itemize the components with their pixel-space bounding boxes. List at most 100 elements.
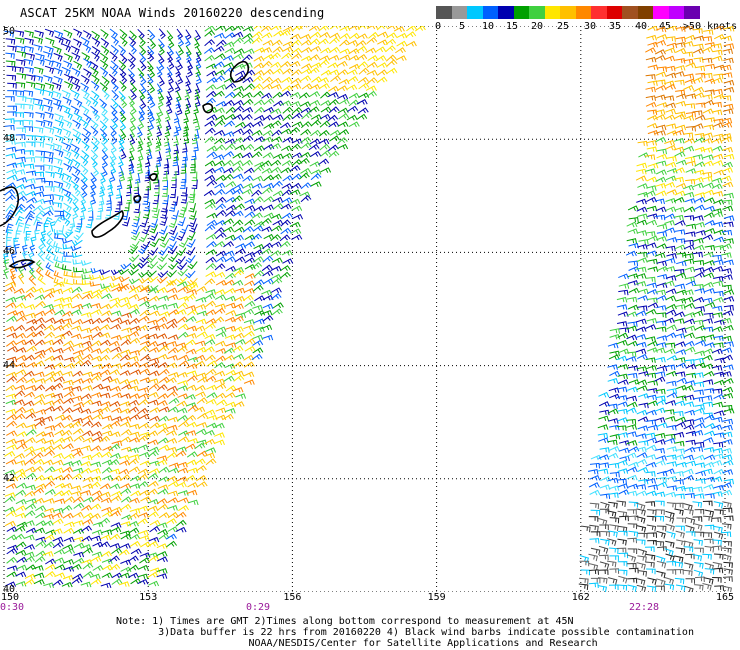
wind-barb xyxy=(130,231,141,241)
wind-barb xyxy=(187,261,198,270)
wind-barb xyxy=(156,316,168,323)
wind-barb xyxy=(215,303,226,309)
wind-barb xyxy=(177,393,189,399)
wind-barb xyxy=(157,353,169,360)
wind-barb xyxy=(664,257,676,264)
wind-barb xyxy=(617,311,629,317)
wind-barb xyxy=(723,259,734,266)
wind-barb xyxy=(711,424,723,430)
wind-barb xyxy=(6,236,12,247)
wind-barb xyxy=(100,105,108,116)
wind-barb xyxy=(99,435,111,443)
wind-barb xyxy=(676,252,687,259)
wind-barb xyxy=(90,535,102,542)
wind-barb xyxy=(25,210,36,219)
wind-barb xyxy=(148,295,160,302)
wind-barb xyxy=(149,97,156,109)
wind-barb xyxy=(215,39,227,47)
wind-barb xyxy=(91,51,100,62)
wind-barb xyxy=(171,210,179,220)
wind-barb xyxy=(675,485,686,492)
wind-barb xyxy=(291,26,303,32)
wind-barb xyxy=(646,289,658,295)
wind-barb xyxy=(619,455,630,462)
wind-barb xyxy=(666,26,678,31)
wind-barb xyxy=(637,416,649,422)
wind-barb xyxy=(635,280,647,287)
wind-barb xyxy=(25,157,36,163)
wind-barb xyxy=(147,505,159,512)
wind-barb xyxy=(308,67,320,74)
wind-barb xyxy=(254,161,266,168)
wind-barb xyxy=(232,326,244,332)
wind-barb xyxy=(289,60,301,67)
wind-barb xyxy=(282,175,294,182)
wind-barb xyxy=(166,362,178,369)
wind-barb xyxy=(224,256,236,263)
wind-barb xyxy=(111,407,123,414)
wind-barb xyxy=(203,346,215,353)
wind-barb xyxy=(53,376,65,383)
wind-barb xyxy=(34,555,46,563)
wind-barb xyxy=(90,119,99,130)
wind-barb xyxy=(654,109,666,115)
wind-barb xyxy=(272,46,284,53)
wind-barb xyxy=(35,431,47,437)
wind-barb xyxy=(636,584,647,592)
wind-barb xyxy=(676,327,687,334)
wind-barb xyxy=(637,548,648,557)
wind-barb xyxy=(309,138,321,145)
wind-barb xyxy=(636,198,647,205)
wind-barb xyxy=(647,64,659,71)
wind-barb xyxy=(72,450,84,457)
wind-barb xyxy=(119,460,131,466)
wind-barb xyxy=(627,321,638,327)
wind-barb xyxy=(617,584,628,591)
wind-barb xyxy=(684,78,696,84)
wind-barb xyxy=(376,26,388,31)
wind-barb xyxy=(71,52,81,62)
wind-barb xyxy=(34,399,45,406)
wind-barb xyxy=(23,58,34,66)
wind-barb xyxy=(703,182,715,188)
wind-barb xyxy=(119,53,128,64)
wind-barb xyxy=(253,55,265,62)
wind-barb xyxy=(157,362,169,369)
wind-barb xyxy=(713,335,724,342)
wind-barb xyxy=(656,34,668,40)
wind-barb xyxy=(683,474,695,481)
wind-barb xyxy=(99,369,111,376)
wind-barb xyxy=(196,331,208,338)
wind-barb xyxy=(175,526,187,533)
wind-barb xyxy=(665,175,677,182)
wind-barb xyxy=(635,273,647,279)
wind-barb xyxy=(252,339,264,346)
wind-barb xyxy=(647,297,658,304)
wind-barb xyxy=(163,158,170,169)
wind-barb xyxy=(329,129,341,136)
wind-barb xyxy=(73,38,82,48)
wind-barb xyxy=(704,227,716,234)
wind-barb xyxy=(16,51,27,58)
wind-barb xyxy=(73,557,85,564)
wind-barb xyxy=(111,392,123,398)
wind-barb xyxy=(346,114,358,121)
wind-barb xyxy=(703,266,715,273)
wind-barb xyxy=(723,79,735,86)
wind-barb xyxy=(110,105,118,116)
wind-barb xyxy=(176,104,183,116)
wind-barb xyxy=(137,518,149,525)
wind-barb xyxy=(139,254,150,263)
wind-barb xyxy=(35,505,47,512)
wind-barb xyxy=(61,505,73,512)
wind-barb xyxy=(215,232,227,240)
wind-barb xyxy=(205,368,217,376)
wind-barb xyxy=(664,348,676,354)
wind-barb xyxy=(692,501,703,508)
wind-barb xyxy=(44,65,55,74)
wind-barb xyxy=(71,239,83,247)
wind-barb xyxy=(243,37,255,45)
wind-barb xyxy=(14,406,26,414)
wind-barb xyxy=(35,437,47,444)
wind-barb xyxy=(62,142,72,152)
